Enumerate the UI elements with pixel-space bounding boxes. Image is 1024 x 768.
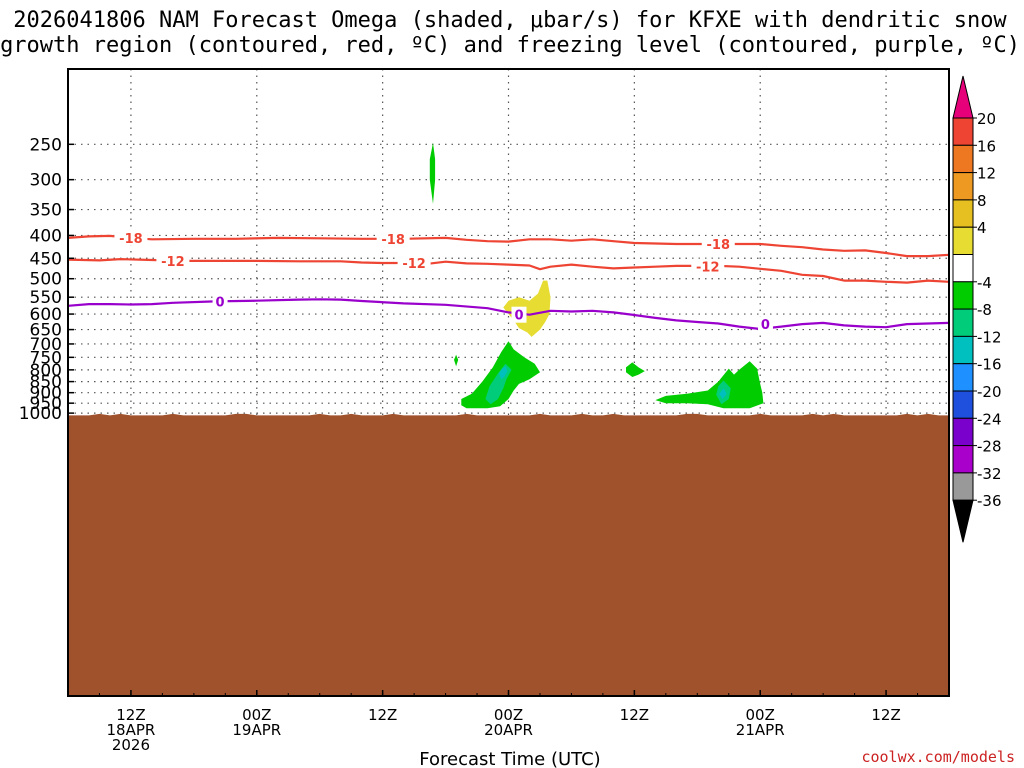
omega-region [655,361,764,409]
contour-label-background [376,230,410,247]
omega-shading [429,142,764,409]
colorbar-tick-label: -12 [977,328,1002,346]
contour-label-background [212,293,228,310]
colorbar-bin [952,199,974,228]
axes: 250 300 350 400 4505005506006507007508008509… [19,135,950,754]
colorbar-bin [952,335,974,365]
contour-label-background [511,306,527,323]
temperature-contours: -18 -18 -18 -12 -12 -12 0 0 0 [67,229,950,333]
contour-label: 0 [761,318,770,333]
colorbar-tick-label: -36 [977,492,1002,510]
x-tick-label: 20APR [484,721,533,739]
y-tick-label: 400 [30,226,62,246]
contour-label: 0 [514,309,523,324]
y-tick-label: 600 [30,305,62,325]
colorbar-tick-label: 20 [977,110,996,128]
contour-label-background [114,229,148,246]
y-tick-label: 1000 [19,404,62,424]
colorbar-bottom-triangle [952,499,974,543]
colorbar-bin [952,390,974,419]
colorbar-tick-label: 12 [977,165,996,183]
y-tick-label: 300 [30,171,62,191]
colorbar-tick-label: -32 [977,465,1002,483]
contour-label: -12 [402,257,426,272]
colorbar-bin [952,363,974,392]
x-tick-label: 18APR [107,721,156,739]
x-tick-label: 19APR [232,721,281,739]
x-tick-label: 12Z [116,706,145,724]
x-tick-label: 00Z [494,706,523,724]
colorbar-tick-label: 8 [977,192,987,210]
omega-region [719,388,727,399]
colorbar-tick-label: -28 [977,438,1002,456]
contour-label: -18 [381,233,405,248]
credit-text[interactable]: coolwx.com/models [861,748,1015,766]
x-tick-label: 12Z [620,706,649,724]
x-tick-label: 12Z [368,706,397,724]
contour-label: -12 [696,261,720,276]
contour-label-background [701,235,735,252]
omega-region [454,354,459,367]
y-tick-label: 750 [30,348,62,368]
x-tick-label: 21APR [736,721,785,739]
colorbar-bin [952,117,974,146]
colorbar-tick-label: -4 [977,274,992,292]
contour-label: -18 [707,238,731,253]
colorbar-bin [952,417,974,447]
contour-line [67,258,950,284]
y-tick-label: 800 [30,361,62,381]
colorbar: 20 16 12 8 4 -4 -8 -12 -16 -20 -24 -28 -32 -36 [952,75,1002,543]
contour-label-background [397,254,431,271]
y-tick-label: 900 [30,384,62,404]
x-tick-label: 00Z [242,706,271,724]
colorbar-tick-label: 4 [977,219,987,237]
colorbar-tick-label: -24 [977,410,1002,428]
ground-surface [68,413,949,696]
colorbar-bin [952,308,974,337]
colorbar-tick-label: -8 [977,301,992,319]
contour-label: -18 [119,232,143,247]
y-tick-label: 350 [30,201,62,221]
colorbar-bin [952,472,974,501]
colorbar-bin [952,172,974,201]
contour-label-background [156,252,190,269]
x-tick-label: 2026 [112,736,150,754]
colorbar-tick-label: -16 [977,356,1002,374]
contour-label-background [691,258,725,275]
contour-label: -12 [161,255,185,270]
chart-title-line-2: growth region (contoured, red, ºC) and f… [0,33,1020,58]
omega-region [429,142,436,204]
y-tick-label: 700 [30,335,62,355]
x-axis-label: Forecast Time (UTC) [419,749,600,768]
omega-region [503,280,551,337]
ground-layer [68,413,949,696]
omega-region [499,366,508,380]
y-tick-label: 250 [30,135,62,155]
y-tick-label: 850 [30,373,62,393]
y-tick-label: 450 [30,249,62,269]
colorbar-bin [952,144,974,174]
colorbar-tick-label: -20 [977,383,1002,401]
contour-label-background [757,316,773,333]
contour-line [67,234,950,258]
y-tick-label: 550 [30,288,62,308]
colorbar-bin [952,445,974,474]
plot-frame [67,68,950,697]
x-tick-label: 00Z [746,706,775,724]
contour-label: 0 [216,296,225,311]
omega-region [626,362,645,377]
colorbar-bin [952,281,974,310]
colorbar-top-triangle [952,75,974,119]
chart-title-line-1: 2026041806 NAM Forecast Omega (shaded, μ… [13,8,1007,33]
y-tick-label: 500 [30,270,62,290]
colorbar-bin [952,226,974,255]
y-tick-label: 650 [30,321,62,341]
y-tick-label: 950 [30,394,62,414]
colorbar-bin [952,254,974,283]
colorbar-tick-label: 16 [977,137,996,155]
x-tick-label: 12Z [871,706,900,724]
